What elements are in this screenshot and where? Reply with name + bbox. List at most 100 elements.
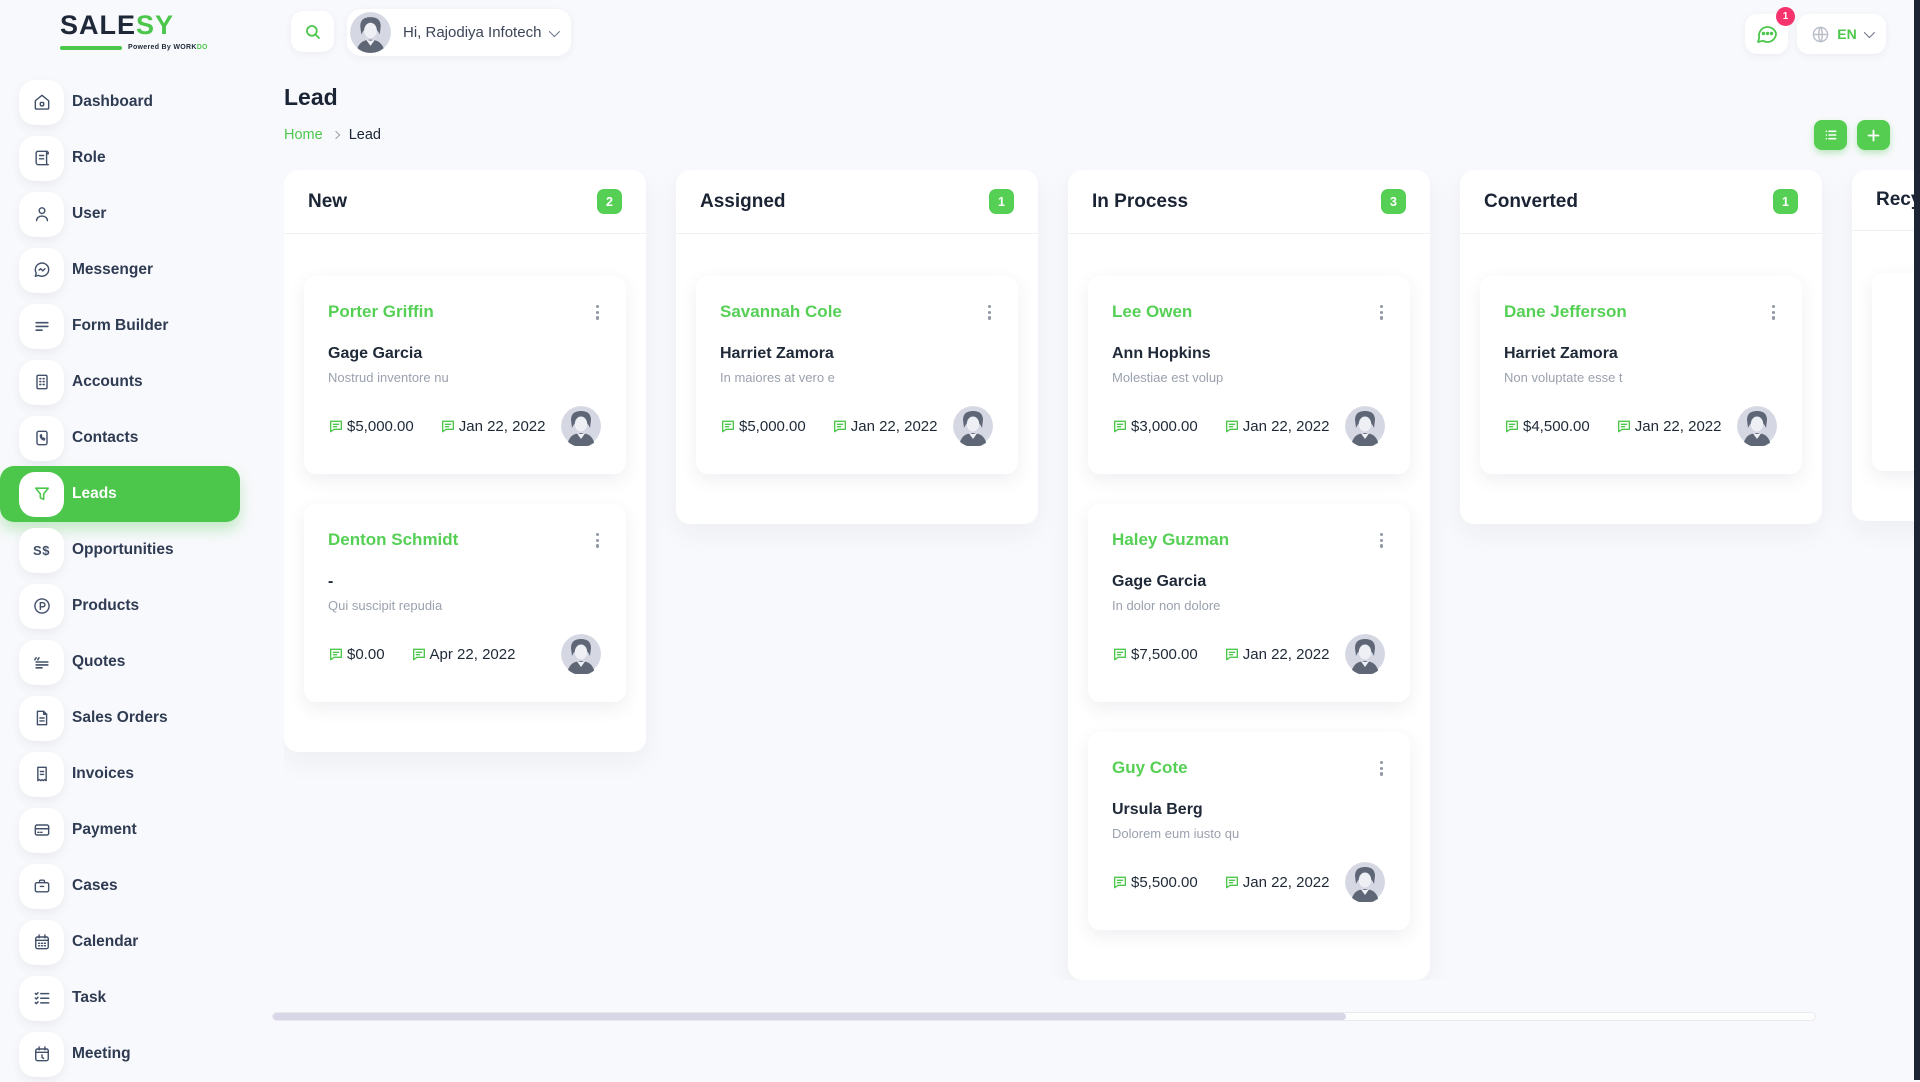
lead-title-link[interactable]: Dane Jefferson (1504, 302, 1627, 321)
sidebar-item-opportunities[interactable]: S$ Opportunities (0, 522, 260, 578)
lead-owner-avatar (1345, 633, 1386, 675)
lead-date: Jan 22, 2022 (1224, 874, 1329, 891)
sidebar-item-payment[interactable]: Payment (0, 802, 260, 858)
chat-icon (1756, 26, 1777, 43)
user-icon (35, 207, 48, 222)
sidebar-item-sales-orders[interactable]: Sales Orders (0, 690, 260, 746)
sidebar-item-products[interactable]: Products (0, 578, 260, 634)
sidebar-item-invoices[interactable]: Invoices (0, 746, 260, 802)
sidebar-item-calendar[interactable]: Calendar (0, 914, 260, 970)
credit-card-icon (34, 824, 49, 836)
horizontal-scrollbar[interactable] (272, 1012, 1816, 1021)
card-menu-kebab-icon[interactable] (593, 530, 602, 551)
lines-icon (34, 321, 49, 331)
card-menu-kebab-icon[interactable] (1377, 530, 1386, 551)
horizontal-scrollbar-thumb[interactable] (273, 1013, 1346, 1020)
building-icon (35, 374, 48, 390)
sidebar-item-accounts[interactable]: Accounts (0, 354, 260, 410)
lead-title-link[interactable]: Lee Owen (1112, 302, 1193, 321)
lead-owner-avatar (561, 405, 602, 447)
greeting-text: Hi, Rajodiya Infotech (403, 24, 542, 41)
sidebar-item-leads[interactable]: Leads (0, 466, 240, 522)
checklist-icon (34, 992, 49, 1005)
lead-title-link[interactable]: Savannah Cole (720, 302, 842, 321)
lead-card[interactable]: Savannah Cole Harriet Zamora In maiores … (696, 276, 1018, 474)
list-icon (1825, 130, 1836, 140)
language-selector[interactable]: EN (1797, 14, 1886, 54)
message-icon (1114, 648, 1126, 661)
message-icon (1225, 420, 1238, 433)
lead-amount: $5,000.00 (720, 418, 806, 435)
lead-title-link[interactable]: Haley Guzman (1112, 530, 1230, 549)
add-lead-button[interactable] (1857, 120, 1890, 150)
message-icon (330, 648, 342, 661)
p-circle-icon (33, 598, 50, 614)
search-button[interactable] (291, 11, 334, 52)
lead-contact: Gage Garcia (328, 344, 423, 362)
message-icon (1225, 648, 1238, 661)
plus-icon (1867, 129, 1880, 141)
sidebar-item-role[interactable]: Role (0, 130, 260, 186)
sidebar-item-meeting[interactable]: Meeting (0, 1026, 260, 1082)
lead-contact: - (328, 572, 334, 590)
lead-title-link[interactable]: Porter Griffin (328, 302, 434, 321)
sidebar-item-cases[interactable]: Cases (0, 858, 260, 914)
receipt-icon (36, 766, 47, 782)
message-icon (1225, 876, 1238, 889)
chevron-down-icon (1863, 26, 1875, 39)
calendar-icon (34, 934, 49, 950)
sidebar-item-user[interactable]: User (0, 186, 260, 242)
sidebar-item-task[interactable]: Task (0, 970, 260, 1026)
page-title: Lead (284, 84, 338, 110)
lead-card[interactable]: Porter Griffin Gage Garcia Nostrud inven… (304, 276, 626, 474)
lead-card[interactable]: Guy Cote Ursula Berg Dolorem eum iusto q… (1088, 732, 1410, 930)
profile-menu[interactable]: Hi, Rajodiya Infotech (347, 9, 572, 56)
globe-icon (1812, 26, 1829, 43)
lead-date: Jan 22, 2022 (832, 418, 937, 435)
kanban-board: New 2 Porter Griffin Gage Garcia Nostrud… (284, 170, 1920, 980)
card-menu-kebab-icon[interactable] (985, 302, 994, 323)
user-avatar (350, 12, 391, 53)
home-icon (34, 94, 49, 110)
app-logo[interactable]: SALESY Powered By WORKDO (60, 12, 210, 51)
card-menu-kebab-icon[interactable] (593, 302, 602, 323)
message-icon (1506, 420, 1518, 433)
card-menu-kebab-icon[interactable] (1769, 302, 1778, 323)
breadcrumb-home-link[interactable]: Home (284, 127, 323, 143)
lead-contact: Ann Hopkins (1112, 344, 1211, 362)
lead-owner-avatar (1345, 861, 1386, 903)
sidebar-item-contacts[interactable]: Contacts (0, 410, 260, 466)
list-view-button[interactable] (1814, 120, 1847, 150)
messages-button[interactable]: 1 (1745, 7, 1795, 54)
lead-card[interactable]: Dane Jefferson Harriet Zamora Non volupt… (1480, 276, 1802, 474)
lead-card[interactable]: Haley Guzman Gage Garcia In dolor non do… (1088, 504, 1410, 702)
card-menu-kebab-icon[interactable] (1377, 758, 1386, 779)
sidebar-item-dashboard[interactable]: Dashboard (0, 74, 260, 130)
lead-card-partial[interactable] (1872, 273, 1920, 471)
column-count-badge: 1 (989, 189, 1014, 214)
lead-owner-avatar (953, 405, 994, 447)
logo-text-right: SY (136, 10, 175, 40)
breadcrumb-chevron-icon (331, 130, 340, 140)
main-content: Lead Home Lead New 2 Porter Griffin (284, 70, 1920, 980)
lead-date: Jan 22, 2022 (1224, 646, 1329, 663)
lead-title-link[interactable]: Denton Schmidt (328, 530, 459, 549)
chevron-down-icon (549, 25, 561, 37)
lead-amount: $7,500.00 (1112, 646, 1198, 663)
card-menu-kebab-icon[interactable] (1377, 302, 1386, 323)
lead-owner-avatar (1737, 405, 1778, 447)
lead-title-link[interactable]: Guy Cote (1112, 758, 1188, 777)
column-title: Assigned (700, 190, 786, 212)
sidebar-item-form-builder[interactable]: Form Builder (0, 298, 260, 354)
message-icon (412, 648, 425, 661)
powered-by-text: Powered By WORKDO (128, 44, 208, 51)
file-phone-icon (35, 430, 48, 446)
breadcrumb-current: Lead (348, 127, 381, 143)
lead-card[interactable]: Lee Owen Ann Hopkins Molestiae est volup… (1088, 276, 1410, 474)
sidebar-item-quotes[interactable]: Quotes (0, 634, 260, 690)
sidebar-item-messenger[interactable]: Messenger (0, 242, 260, 298)
lead-note: Non voluptate esse t (1504, 369, 1623, 385)
message-icon (722, 420, 734, 433)
lead-card[interactable]: Denton Schmidt - Qui suscipit repudia $0… (304, 504, 626, 702)
column-title: In Process (1092, 190, 1189, 212)
